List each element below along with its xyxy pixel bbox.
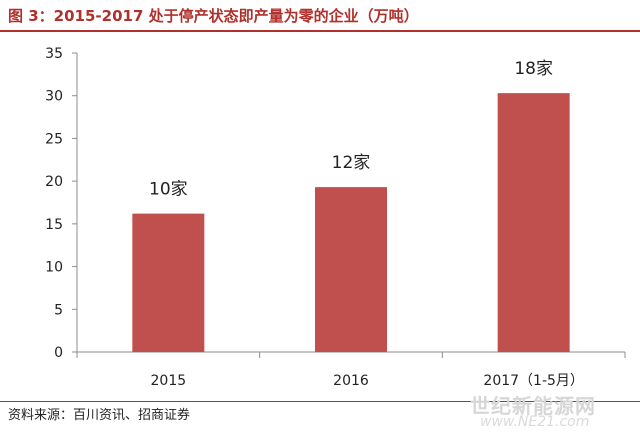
- bar-2015: [132, 213, 205, 352]
- y-tick-label: 5: [54, 302, 63, 318]
- title-rule: [0, 30, 640, 32]
- y-tick-label: 10: [45, 260, 63, 276]
- bar-201715: [497, 93, 570, 352]
- y-tick-label: 25: [45, 131, 63, 147]
- bar-chart: 0 5 10 15 20 25 30 35 10家 2015 12家 2016 18家 2017（1-5…: [45, 46, 626, 389]
- x-category-label: 2015: [151, 373, 187, 389]
- y-tick-label: 20: [45, 174, 63, 190]
- data-label: 10家: [149, 180, 188, 200]
- watermark: 世纪新能源网: [470, 394, 596, 418]
- data-label: 12家: [332, 153, 371, 173]
- x-category-label: 2016: [333, 373, 369, 389]
- y-tick-label: 15: [45, 217, 63, 233]
- y-tick-label: 0: [54, 345, 63, 361]
- footer-rule: [0, 401, 640, 402]
- y-tick-label: 35: [45, 46, 63, 62]
- source-note: 资料来源：百川资讯、招商证券: [8, 408, 191, 423]
- y-tick-label: 30: [45, 89, 63, 105]
- x-category-label: 2017（1-5月）: [483, 373, 584, 389]
- watermark-url: www.NE21.com: [480, 414, 590, 430]
- bar-2016: [315, 187, 387, 352]
- data-label: 18家: [514, 59, 553, 79]
- bar-layer: [132, 93, 570, 352]
- figure-title: 图 3：2015-2017 处于停产状态即产量为零的企业（万吨）: [8, 7, 419, 25]
- label-layer: 10家 2015 12家 2016 18家 2017（1-5月）: [149, 59, 584, 389]
